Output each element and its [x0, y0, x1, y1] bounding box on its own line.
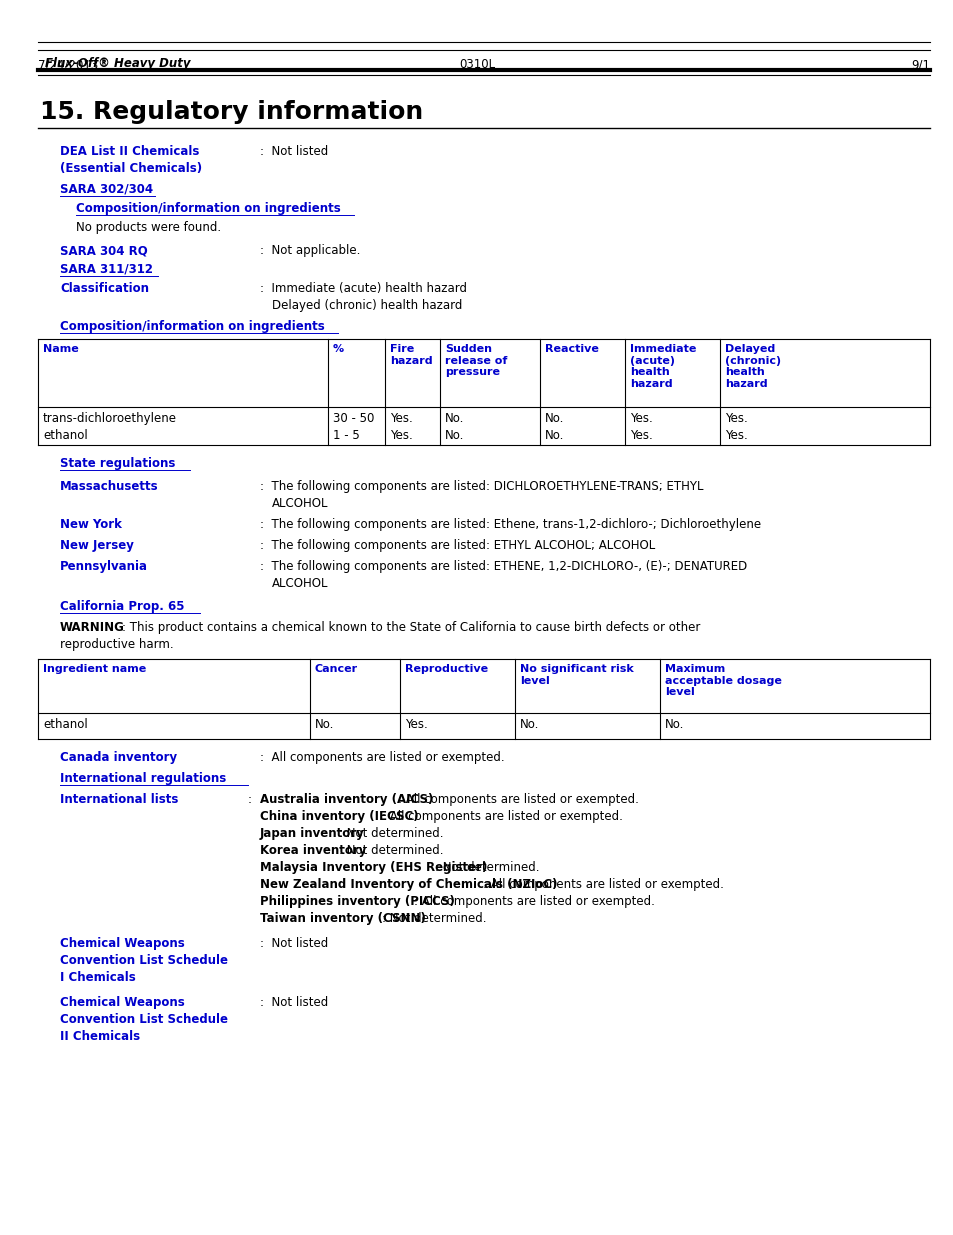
Text: No.: No.	[544, 412, 564, 425]
Text: Convention List Schedule: Convention List Schedule	[60, 953, 228, 967]
Text: Sudden
release of
pressure: Sudden release of pressure	[444, 345, 507, 377]
Text: :  Not applicable.: : Not applicable.	[260, 245, 360, 257]
Text: Chemical Weapons: Chemical Weapons	[60, 995, 185, 1009]
Text: Philippines inventory (PICCS): Philippines inventory (PICCS)	[260, 895, 455, 908]
Text: 7/24/2013.: 7/24/2013.	[38, 58, 102, 70]
Text: WARNING: WARNING	[60, 621, 125, 634]
Text: No.: No.	[519, 718, 538, 731]
Text: No products were found.: No products were found.	[76, 221, 221, 233]
Text: trans-dichloroethylene: trans-dichloroethylene	[43, 412, 177, 425]
Text: (Essential Chemicals): (Essential Chemicals)	[60, 162, 202, 175]
Text: Convention List Schedule: Convention List Schedule	[60, 1013, 228, 1026]
Text: reproductive harm.: reproductive harm.	[60, 638, 173, 651]
Text: Massachusetts: Massachusetts	[60, 480, 158, 493]
Text: :  The following components are listed: ETHYL ALCOHOL; ALCOHOL: : The following components are listed: E…	[260, 538, 655, 552]
Text: Malaysia Inventory (EHS Register): Malaysia Inventory (EHS Register)	[260, 861, 487, 874]
Text: : All components are listed or exempted.: : All components are listed or exempted.	[381, 810, 622, 823]
Text: : Not determined.: : Not determined.	[435, 861, 538, 874]
Text: Name: Name	[43, 345, 79, 354]
Text: II Chemicals: II Chemicals	[60, 1030, 140, 1044]
Text: 9/1: 9/1	[910, 58, 929, 70]
Text: Korea inventory: Korea inventory	[260, 844, 366, 857]
Text: Taiwan inventory (CSNN): Taiwan inventory (CSNN)	[260, 911, 425, 925]
Text: Pennsylvania: Pennsylvania	[60, 559, 148, 573]
Text: :  Not listed: : Not listed	[260, 144, 328, 158]
Text: Yes.: Yes.	[405, 718, 427, 731]
Text: No.: No.	[664, 718, 683, 731]
Text: No.: No.	[444, 412, 464, 425]
Text: 30 - 50: 30 - 50	[333, 412, 374, 425]
Text: : Not determined.: : Not determined.	[339, 844, 443, 857]
Text: Immediate
(acute)
health
hazard: Immediate (acute) health hazard	[629, 345, 696, 389]
Text: No.: No.	[544, 429, 564, 442]
Text: International regulations: International regulations	[60, 772, 226, 785]
Text: 15. Regulatory information: 15. Regulatory information	[40, 100, 423, 124]
Text: Delayed
(chronic)
health
hazard: Delayed (chronic) health hazard	[724, 345, 781, 389]
Text: SARA 304 RQ: SARA 304 RQ	[60, 245, 148, 257]
Text: :  All components are listed or exempted.: : All components are listed or exempted.	[260, 751, 504, 764]
Text: Flux-Off® Heavy Duty: Flux-Off® Heavy Duty	[45, 57, 191, 70]
Text: %: %	[333, 345, 344, 354]
Text: Classification: Classification	[60, 282, 149, 295]
Text: China inventory (IECSC): China inventory (IECSC)	[260, 810, 418, 823]
Text: California Prop. 65: California Prop. 65	[60, 600, 184, 613]
Text: New Jersey: New Jersey	[60, 538, 133, 552]
Text: ethanol: ethanol	[43, 718, 88, 731]
Text: State regulations: State regulations	[60, 457, 175, 471]
Text: Maximum
acceptable dosage
level: Maximum acceptable dosage level	[664, 664, 781, 698]
Text: : All components are listed or exempted.: : All components are listed or exempted.	[482, 878, 722, 890]
Text: Reproductive: Reproductive	[405, 664, 488, 674]
Text: : All components are listed or exempted.: : All components are listed or exempted.	[397, 793, 638, 806]
Text: Ingredient name: Ingredient name	[43, 664, 146, 674]
Text: No.: No.	[314, 718, 334, 731]
Text: :  The following components are listed: Ethene, trans-1,2-dichloro-; Dichloroeth: : The following components are listed: E…	[260, 517, 760, 531]
Text: Chemical Weapons: Chemical Weapons	[60, 937, 185, 950]
Text: Cancer: Cancer	[314, 664, 357, 674]
Text: New Zealand Inventory of Chemicals (NZIoC): New Zealand Inventory of Chemicals (NZIo…	[260, 878, 557, 890]
Text: Yes.: Yes.	[724, 412, 747, 425]
Text: SARA 311/312: SARA 311/312	[60, 263, 152, 275]
Text: New York: New York	[60, 517, 122, 531]
Text: International lists: International lists	[60, 793, 178, 806]
Text: Yes.: Yes.	[629, 412, 652, 425]
Text: Yes.: Yes.	[724, 429, 747, 442]
Text: :  Immediate (acute) health hazard: : Immediate (acute) health hazard	[260, 282, 467, 295]
Text: Composition/information on ingredients: Composition/information on ingredients	[76, 203, 340, 215]
Text: SARA 302/304: SARA 302/304	[60, 183, 153, 196]
Text: Australia inventory (AICS): Australia inventory (AICS)	[260, 793, 433, 806]
Text: : Not determined.: : Not determined.	[339, 827, 443, 840]
Text: :  The following components are listed: ETHENE, 1,2-DICHLORO-, (E)-; DENATURED: : The following components are listed: E…	[260, 559, 746, 573]
Text: Japan inventory: Japan inventory	[260, 827, 364, 840]
Text: No significant risk
level: No significant risk level	[519, 664, 633, 685]
Text: No.: No.	[444, 429, 464, 442]
Text: I Chemicals: I Chemicals	[60, 971, 135, 984]
Text: :  Not listed: : Not listed	[260, 937, 328, 950]
Text: ALCOHOL: ALCOHOL	[272, 577, 328, 590]
Text: 1 - 5: 1 - 5	[333, 429, 359, 442]
Text: Yes.: Yes.	[390, 429, 413, 442]
Text: :  The following components are listed: DICHLOROETHYLENE-TRANS; ETHYL: : The following components are listed: D…	[260, 480, 702, 493]
Text: Canada inventory: Canada inventory	[60, 751, 177, 764]
Text: ethanol: ethanol	[43, 429, 88, 442]
Text: :  Not listed: : Not listed	[260, 995, 328, 1009]
Text: : This product contains a chemical known to the State of California to cause bir: : This product contains a chemical known…	[122, 621, 700, 634]
Text: Reactive: Reactive	[544, 345, 598, 354]
Text: Yes.: Yes.	[390, 412, 413, 425]
Text: Composition/information on ingredients: Composition/information on ingredients	[60, 320, 324, 333]
Text: 0310L: 0310L	[458, 58, 495, 70]
Text: Delayed (chronic) health hazard: Delayed (chronic) health hazard	[272, 299, 462, 312]
Text: :: :	[248, 793, 252, 806]
Text: ALCOHOL: ALCOHOL	[272, 496, 328, 510]
Text: : Not determined.: : Not determined.	[381, 911, 486, 925]
Text: Yes.: Yes.	[629, 429, 652, 442]
Text: : All components are listed or exempted.: : All components are listed or exempted.	[414, 895, 654, 908]
Text: Fire
hazard: Fire hazard	[390, 345, 432, 366]
Text: DEA List II Chemicals: DEA List II Chemicals	[60, 144, 199, 158]
